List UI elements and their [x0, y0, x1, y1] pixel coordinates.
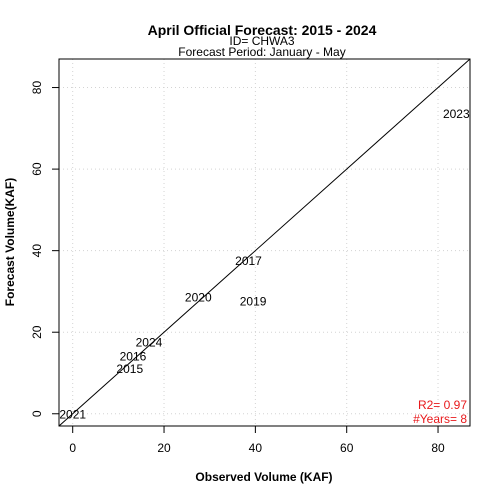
y-tick-label: 40: [30, 244, 44, 258]
point-label-2021: 2021: [59, 408, 86, 422]
y-tick-label: 80: [30, 81, 44, 95]
point-label-2019: 2019: [240, 295, 267, 309]
identity-line: [58, 58, 471, 427]
years-stat: #Years= 8: [413, 412, 467, 426]
x-tick-label: 40: [249, 441, 263, 455]
x-tick-label: 60: [340, 441, 354, 455]
chart-title: April Official Forecast: 2015 - 2024: [148, 22, 377, 38]
chart-subtitle-period: Forecast Period: January - May: [178, 45, 345, 59]
x-tick-label: 0: [69, 441, 76, 455]
chart-subtitle-id: ID= CHWA3: [229, 34, 295, 48]
point-label-2020: 2020: [185, 291, 212, 305]
point-label-2024: 2024: [136, 335, 163, 349]
x-axis: 0 20 40 60 80: [69, 426, 445, 455]
y-tick-label: 60: [30, 162, 44, 176]
x-axis-title: Observed Volume (KAF): [195, 470, 332, 484]
y-axis-title: Forecast Volume(KAF): [3, 178, 17, 306]
grid-lines: [59, 59, 470, 426]
point-label-2015: 2015: [116, 362, 143, 376]
plot-frame: [58, 58, 471, 427]
x-tick-label: 20: [157, 441, 171, 455]
y-tick-label: 20: [30, 325, 44, 339]
y-axis: 0 20 40 60 80: [30, 81, 59, 417]
x-tick-label: 80: [431, 441, 445, 455]
r2-stat: R2= 0.97: [418, 398, 467, 412]
point-label-2023: 2023: [443, 107, 470, 121]
y-tick-label: 0: [30, 410, 44, 417]
point-label-2017: 2017: [235, 254, 262, 268]
point-label-2016: 2016: [120, 350, 147, 364]
